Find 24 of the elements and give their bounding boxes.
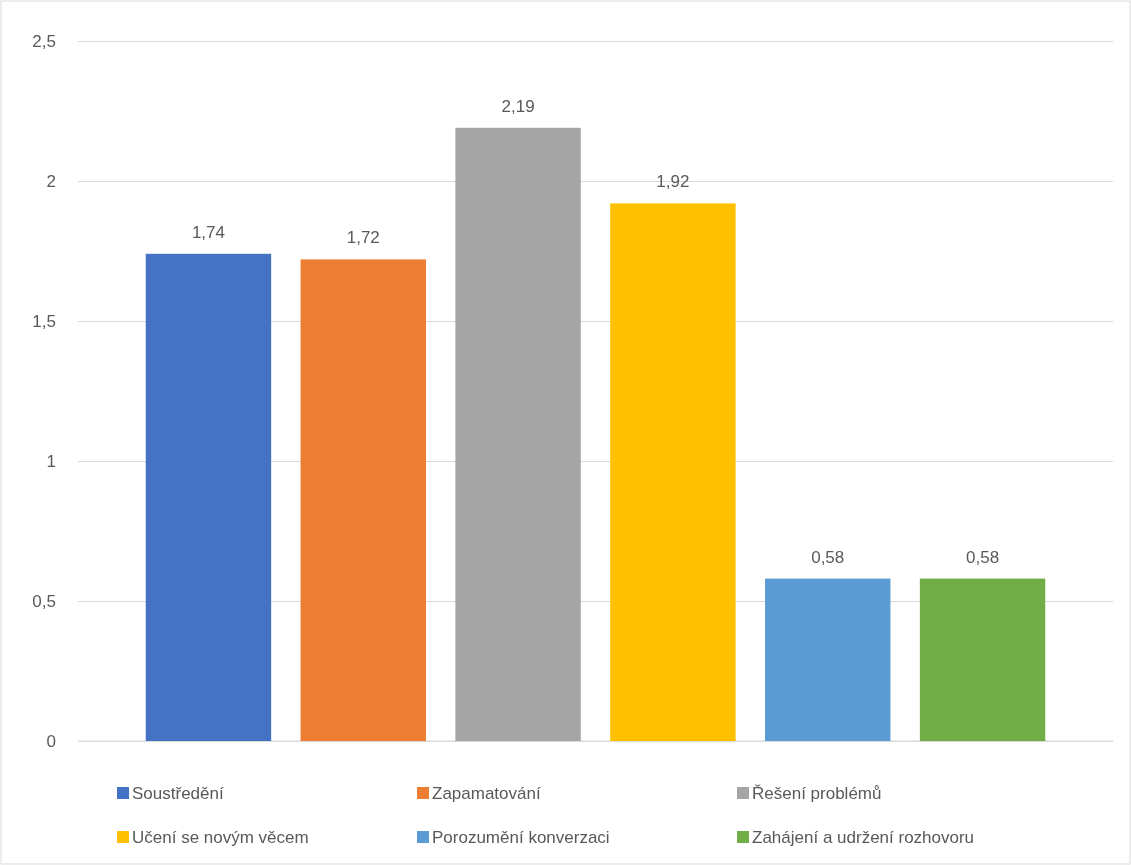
bar	[765, 578, 891, 741]
bar	[455, 127, 581, 741]
bar	[145, 253, 272, 741]
bar	[610, 203, 736, 741]
legend-label: Porozumění konverzaci	[432, 828, 610, 847]
data-label: 0,58	[966, 547, 1000, 567]
data-label: 1,72	[346, 228, 380, 248]
y-tick-label: 0	[46, 731, 56, 751]
legend-label: Zahájení a udržení rozhovoru	[752, 828, 975, 847]
data-label: 1,92	[656, 172, 690, 192]
y-tick-label: 2,5	[32, 31, 56, 51]
data-label: 2,19	[501, 96, 535, 116]
legend-label: Zapamatování	[432, 784, 541, 803]
data-label: 0,58	[811, 547, 845, 567]
y-tick-label: 2	[46, 171, 56, 191]
legend-label: Řešení problémů	[752, 784, 882, 803]
y-tick-label: 0,5	[32, 591, 56, 611]
data-label: 1,74	[191, 222, 225, 242]
y-tick-label: 1,5	[32, 311, 56, 331]
bar	[300, 259, 426, 741]
bar	[919, 578, 1046, 741]
legend-label: Učení se novým věcem	[132, 828, 309, 847]
y-tick-label: 1	[46, 451, 56, 471]
legend-label: Soustředění	[132, 784, 224, 803]
